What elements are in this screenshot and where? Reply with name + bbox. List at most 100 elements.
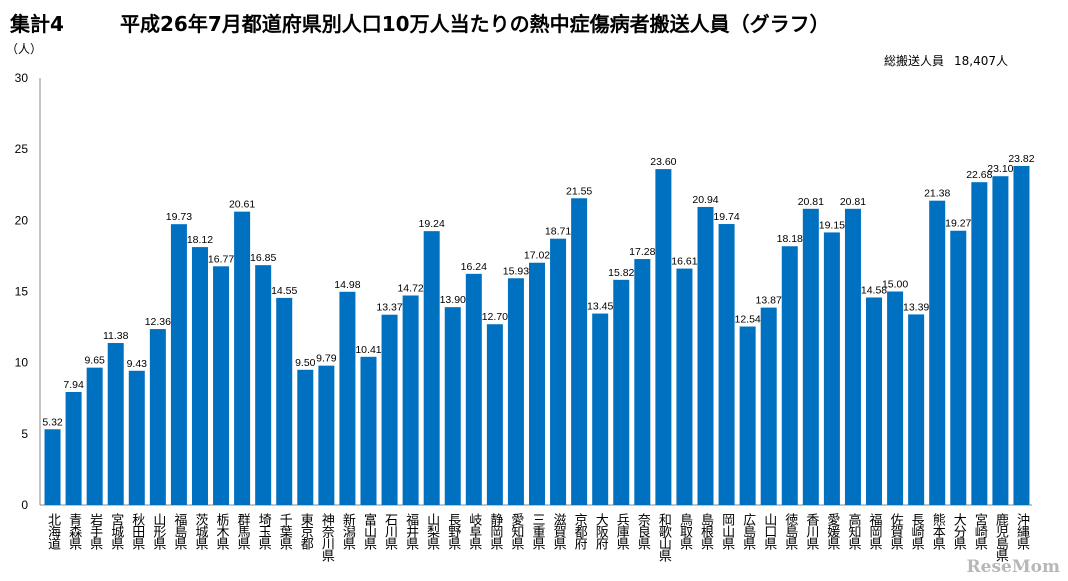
bar-島根県 (697, 206, 714, 506)
data-label: 16.61 (671, 256, 697, 268)
data-label: 13.39 (903, 301, 929, 313)
data-label: 10.41 (355, 344, 381, 356)
data-label: 16.77 (208, 253, 234, 265)
x-tick-label: 東京都 (298, 512, 314, 550)
x-tick-label: 千葉県 (277, 513, 293, 550)
data-label: 14.58 (861, 284, 887, 296)
sheet-label: 集計4 (10, 12, 64, 36)
x-tick-label: 山形県 (150, 513, 166, 550)
y-axis-unit-label: （人） (6, 42, 43, 56)
y-tick-label: 5 (21, 427, 28, 441)
x-tick-label: 佐賀県 (888, 513, 904, 550)
data-label: 21.55 (566, 185, 592, 197)
bar-秋田県 (128, 370, 145, 505)
bar-滋賀県 (550, 238, 567, 505)
data-label: 20.61 (229, 199, 255, 211)
data-label: 21.38 (924, 188, 950, 200)
x-tick-label: 鳥取県 (677, 513, 693, 550)
x-tick-label: 鹿児島県 (993, 512, 1009, 562)
data-label: 23.10 (987, 163, 1013, 175)
bar-富山県 (360, 356, 377, 505)
bar-宮城県 (107, 343, 124, 505)
bar-福井県 (402, 295, 419, 505)
y-tick-label: 20 (15, 213, 29, 227)
data-label: 13.87 (756, 295, 782, 307)
bar-大阪府 (592, 313, 609, 505)
data-label: 15.93 (503, 265, 529, 277)
data-label: 17.02 (524, 250, 550, 262)
data-label: 9.50 (295, 357, 316, 369)
bar-青森県 (65, 391, 82, 505)
x-tick-label: 茨城県 (192, 513, 208, 550)
x-tick-label: 島根県 (698, 513, 714, 550)
bar-京都府 (571, 198, 588, 505)
bar-高知県 (844, 208, 861, 506)
data-label: 19.74 (713, 211, 739, 223)
bar-鳥取県 (676, 268, 693, 505)
data-label: 16.24 (461, 261, 487, 273)
bar-千葉県 (276, 297, 293, 505)
x-tick-label: 熊本県 (930, 512, 946, 550)
data-label: 14.98 (334, 279, 360, 291)
bar-宮崎県 (971, 182, 988, 506)
data-label: 13.37 (376, 302, 402, 314)
x-tick-label: 宮崎県 (972, 512, 988, 550)
x-tick-label: 山口県 (761, 513, 777, 550)
bar-岐阜県 (465, 273, 482, 505)
x-tick-label: 香川県 (803, 513, 819, 550)
x-tick-label: 愛媛県 (824, 513, 840, 550)
bar-岡山県 (718, 224, 735, 505)
bar-埼玉県 (255, 265, 272, 505)
bar-神奈川県 (318, 365, 335, 505)
data-label: 18.18 (777, 233, 803, 245)
x-tick-label: 岩手県 (87, 513, 103, 550)
x-tick-label: 富山県 (361, 512, 377, 550)
bar-大分県 (950, 230, 967, 505)
bar-北海道 (44, 429, 61, 505)
data-label: 14.55 (271, 285, 297, 297)
bar-新潟県 (339, 291, 356, 505)
bar-広島県 (739, 326, 756, 505)
data-label: 14.72 (397, 282, 423, 294)
bar-徳島県 (781, 246, 798, 505)
x-tick-label: 高知県 (845, 512, 861, 550)
data-label: 17.28 (629, 246, 655, 258)
data-label: 9.65 (84, 355, 105, 367)
x-tick-label: 石川県 (382, 513, 398, 550)
data-label: 19.24 (419, 218, 445, 230)
y-tick-label: 0 (21, 498, 28, 512)
y-tick-label: 10 (15, 356, 29, 370)
bar-静岡県 (486, 324, 503, 505)
data-label: 12.70 (482, 311, 508, 323)
x-tick-label: 神奈川県 (319, 513, 335, 562)
data-label: 15.82 (608, 267, 634, 279)
watermark-logo: ReseMom (966, 557, 1060, 577)
chart-title: 平成26年7月都道府県別人口10万人当たりの熱中症傷病者搬送人員（グラフ） (120, 12, 830, 36)
data-label: 23.60 (650, 156, 676, 168)
x-tick-label: 兵庫県 (614, 513, 630, 550)
bar-熊本県 (929, 200, 946, 505)
x-tick-label: 長野県 (445, 513, 461, 550)
data-label: 13.45 (587, 301, 613, 313)
bar-愛媛県 (823, 232, 840, 505)
x-tick-label: 広島県 (740, 513, 756, 550)
x-tick-label: 徳島県 (782, 513, 798, 550)
bar-岩手県 (86, 367, 103, 505)
bar-愛知県 (507, 278, 524, 505)
data-label: 23.82 (1008, 153, 1034, 165)
x-tick-label: 大阪府 (593, 513, 609, 551)
data-label: 19.15 (819, 219, 845, 231)
x-tick-label: 青森県 (66, 513, 82, 550)
data-label: 19.73 (166, 211, 192, 223)
data-label: 18.12 (187, 234, 213, 246)
data-label: 19.27 (945, 218, 971, 230)
data-label: 9.43 (127, 358, 148, 370)
x-tick-label: 福島県 (171, 513, 187, 550)
data-label: 16.85 (250, 252, 276, 264)
x-tick-label: 奈良県 (635, 513, 651, 550)
data-label: 20.94 (692, 194, 718, 206)
x-tick-label: 栃木県 (214, 513, 230, 550)
data-label: 15.00 (882, 279, 908, 291)
x-tick-label: 沖縄県 (1014, 513, 1029, 550)
